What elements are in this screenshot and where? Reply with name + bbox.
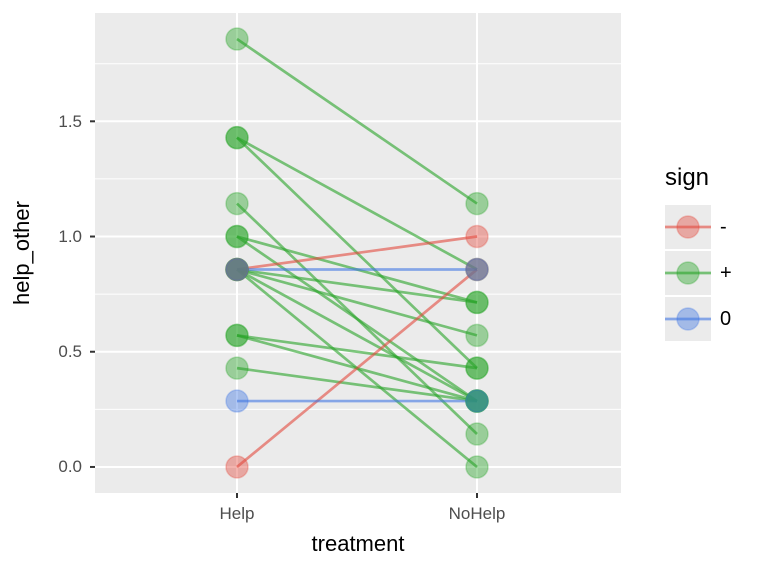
data-point-+ [465, 257, 489, 282]
y-tick-label-0.5: 0.5 [58, 342, 82, 361]
x-axis-title: treatment [311, 531, 405, 556]
data-point-0 [465, 389, 489, 413]
legend-label-minus: - [720, 216, 727, 238]
data-point-+ [225, 125, 249, 150]
legend-key-point [676, 261, 700, 285]
subject-line-+ [236, 268, 478, 304]
y-tick-label-0.0: 0.0 [58, 457, 82, 476]
data-point-+ [465, 356, 489, 380]
data-point-+ [225, 191, 249, 216]
data-point-+ [225, 257, 249, 282]
subject-line-- [236, 268, 478, 469]
data-point-+ [225, 323, 249, 348]
data-point-- [225, 257, 249, 282]
data-point-+ [465, 290, 489, 315]
subject-line-+ [236, 366, 478, 403]
data-point-+ [465, 356, 489, 380]
data-point-+ [465, 422, 489, 446]
data-point-+ [225, 224, 249, 249]
data-point-+ [465, 389, 489, 413]
data-point-- [225, 455, 249, 479]
data-point-+ [465, 191, 489, 216]
data-point-0 [225, 257, 249, 282]
legend-label-zero: 0 [720, 308, 732, 330]
data-point-+ [225, 125, 249, 150]
y-axis-title: help_other [9, 201, 34, 305]
data-point-- [465, 224, 489, 249]
data-point-0 [225, 389, 249, 413]
subject-line-+ [236, 334, 478, 370]
x-tick-label-help: Help [219, 504, 255, 523]
data-point-+ [465, 323, 489, 348]
data-point-+ [225, 257, 249, 282]
data-point-+ [225, 224, 249, 249]
x-tick-label-nohelp: NoHelp [448, 504, 506, 523]
data-point-+ [225, 356, 249, 380]
data-point-- [465, 257, 489, 282]
data-point-+ [225, 27, 249, 51]
legend-key-point [676, 215, 700, 239]
subject-line-+ [236, 268, 478, 403]
data-point-+ [225, 257, 249, 282]
subject-line-- [236, 235, 478, 271]
data-point-+ [465, 455, 489, 479]
data-point-+ [225, 323, 249, 348]
subject-line-+ [236, 136, 478, 271]
data-point-+ [465, 389, 489, 413]
subject-line-+ [236, 268, 478, 337]
legend-title: sign [665, 164, 710, 191]
y-tick-label-1.0: 1.0 [58, 227, 82, 246]
data-point-+ [465, 290, 489, 315]
legend-key-point [676, 307, 700, 331]
subject-line-+ [236, 37, 478, 205]
y-tick-label-1.5: 1.5 [58, 112, 82, 131]
data-point-0 [465, 257, 489, 282]
data-point-+ [465, 389, 489, 413]
data-point-+ [225, 257, 249, 282]
data-point-+ [465, 389, 489, 413]
legend-label-plus: + [720, 262, 732, 284]
